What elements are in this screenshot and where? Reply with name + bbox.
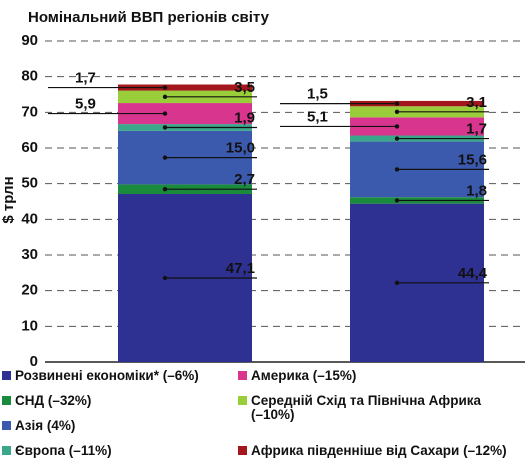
leader-dot: [394, 124, 400, 129]
data-label: 5,9: [75, 96, 96, 113]
legend-label: Африка південніше від Сахари (–12%): [251, 443, 507, 458]
leader-dot: [162, 94, 168, 100]
y-tick-label: 60: [21, 139, 38, 156]
y-tick-label: 10: [21, 317, 38, 334]
data-label: 1,9: [234, 109, 255, 126]
legend-item: Середній Схід та Північна Африка (–10%): [238, 391, 488, 441]
bar-segment: [118, 103, 252, 125]
leader-dot: [394, 198, 400, 203]
data-label: 1,5: [307, 86, 328, 103]
leader-dot: [162, 186, 168, 192]
leader-dot: [394, 101, 400, 106]
leader-dot: [162, 275, 168, 281]
chart: Номінальний ВВП регіонів світу $ трлн 0 1…: [0, 9, 525, 366]
legend-swatch: [238, 396, 247, 405]
legend-swatch: [238, 371, 247, 380]
data-label: 3,1: [466, 94, 487, 111]
leader-dot: [162, 85, 168, 90]
data-label: 15,0: [226, 140, 255, 157]
data-label: 15,6: [458, 151, 487, 168]
legend-swatch: [2, 446, 11, 455]
legend-swatch: [2, 371, 11, 380]
y-axis-label: $ трлн: [0, 176, 17, 223]
leader-dot: [394, 109, 400, 114]
legend-item: Європа (–11%): [2, 441, 238, 466]
leader-dot: [394, 167, 400, 172]
y-tick-label: 70: [21, 103, 38, 120]
data-label: 47,1: [226, 260, 255, 277]
legend-swatch: [238, 446, 247, 455]
legend-swatch: [2, 396, 11, 405]
chart-title: Номінальний ВВП регіонів світу: [28, 9, 270, 26]
legend-item: СНД (–32%): [2, 391, 238, 416]
bar-segment: [350, 100, 484, 107]
legend-label: Азія (4%): [15, 418, 76, 433]
y-tick-label: 40: [21, 210, 38, 227]
legend-swatch: [2, 421, 11, 430]
leader-dot: [162, 155, 168, 160]
data-label: 5,1: [307, 108, 328, 125]
data-label: 1,7: [466, 121, 487, 138]
legend-label: Європа (–11%): [15, 443, 112, 458]
data-label: 1,8: [466, 182, 487, 199]
legend-item: Америка (–15%): [238, 366, 528, 391]
y-tick-label: 80: [21, 68, 38, 85]
legend-label: Америка (–15%): [251, 368, 357, 383]
data-label: 2,7: [234, 171, 255, 188]
leader-dot: [394, 136, 400, 141]
legend-label: СНД (–32%): [15, 393, 92, 408]
leader-dot: [162, 111, 168, 116]
data-label: 44,4: [458, 265, 488, 282]
bar-segment: [118, 84, 252, 91]
leader-dot: [394, 280, 400, 286]
legend-item: Африка південніше від Сахари (–12%): [238, 441, 528, 466]
legend-item: Азія (4%): [2, 416, 238, 441]
leader-dot: [162, 125, 168, 130]
legend-item: Розвинені економіки* (–6%): [2, 366, 238, 391]
data-label: 1,7: [75, 70, 96, 87]
legend-label: Середній Схід та Північна Африка (–10%): [251, 393, 482, 422]
y-tick-label: 30: [21, 246, 38, 263]
y-tick-label: 20: [21, 282, 38, 299]
y-tick-label: 50: [21, 175, 38, 192]
y-tick-label: 90: [21, 32, 38, 49]
data-label: 3,5: [234, 79, 255, 96]
legend-label: Розвинені економіки* (–6%): [15, 368, 199, 383]
y-tick-label: 0: [30, 353, 38, 366]
legend: Розвинені економіки* (–6%) СНД (–32%) Азія…: [2, 366, 529, 466]
bar-segment: [350, 117, 484, 136]
